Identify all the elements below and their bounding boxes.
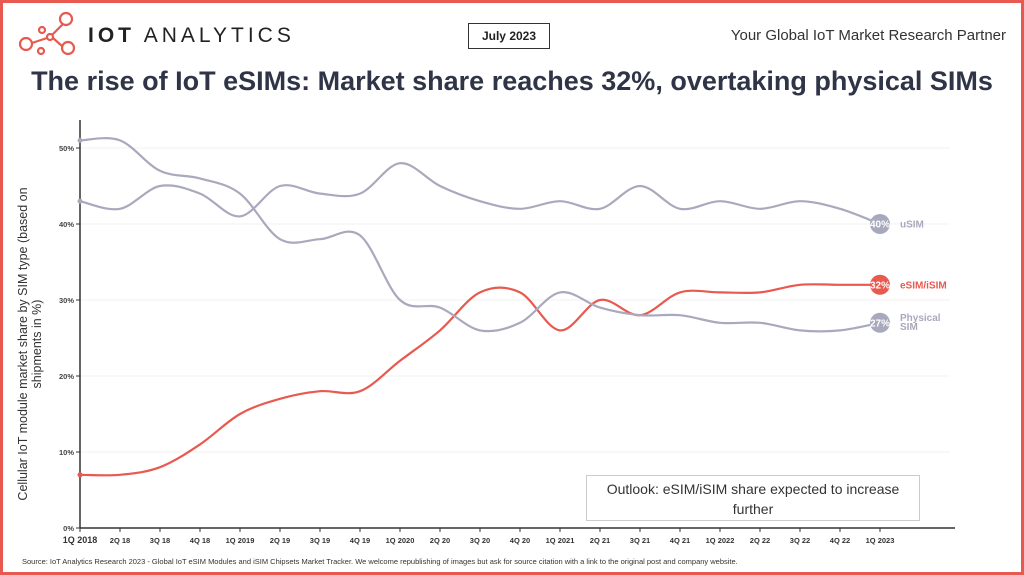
x-tick-label: 3Q 19 — [310, 536, 330, 545]
series-name-label: SIM — [900, 322, 918, 333]
series-line-physical-sim — [79, 137, 881, 333]
x-tick-label: 4Q 22 — [830, 536, 850, 545]
series-end-marker — [870, 312, 890, 333]
x-tick-label: 3Q 20 — [470, 536, 490, 545]
series-end-marker — [870, 274, 890, 295]
series-start-point — [77, 137, 83, 143]
series-end-label: 40% — [870, 220, 890, 231]
x-tick-label: 3Q 22 — [790, 536, 810, 545]
series-end-label: 32% — [870, 280, 890, 291]
series-line-esim-isim — [79, 283, 880, 477]
y-tick-label: 10% — [59, 448, 74, 457]
y-tick-label: 40% — [59, 220, 74, 229]
x-tick-label: 1Q 2018 — [63, 535, 98, 545]
x-tick-label: 3Q 18 — [150, 536, 170, 545]
x-tick-label: 4Q 20 — [510, 536, 530, 545]
x-tick-label: 1Q 2022 — [706, 536, 735, 545]
series-end-label: 27% — [870, 318, 890, 329]
x-tick-label: 2Q 22 — [750, 536, 770, 545]
x-tick-label: 2Q 21 — [590, 536, 610, 545]
date-badge: July 2023 — [468, 23, 550, 49]
source-note: Source: IoT Analytics Research 2023 - Gl… — [22, 557, 738, 566]
x-tick-label: 4Q 18 — [190, 536, 210, 545]
x-tick-label: 2Q 19 — [270, 536, 290, 545]
series-name-label: uSIM — [900, 220, 924, 231]
series-end-marker — [870, 214, 890, 234]
series-name-label: Physical — [900, 313, 941, 324]
x-tick-label: 4Q 21 — [670, 536, 690, 545]
brand-bold: IOT — [88, 24, 135, 47]
series-line-usim — [79, 162, 881, 226]
y-tick-label: 0% — [63, 524, 74, 533]
x-tick-label: 3Q 21 — [630, 536, 650, 545]
x-tick-label: 1Q 2020 — [386, 536, 415, 545]
iot-analytics-logo-icon — [18, 11, 76, 56]
x-tick-label: 1Q 2019 — [226, 536, 255, 545]
series-start-point — [77, 472, 83, 478]
tagline: Your Global IoT Market Research Partner — [730, 27, 1006, 44]
y-tick-label: 20% — [59, 372, 74, 381]
series-name-label: eSIM/iSIM — [900, 280, 947, 291]
series-start-point — [77, 198, 83, 204]
brand-rest: ANALYTICS — [143, 24, 295, 47]
y-tick-label: 30% — [59, 296, 74, 305]
outlook-annotation: Outlook: eSIM/iSIM share expected to inc… — [586, 475, 920, 521]
chart-title: The rise of IoT eSIMs: Market share reac… — [31, 66, 993, 96]
x-tick-label: 4Q 19 — [350, 536, 370, 545]
brand-name: IOT ANALYTICS — [88, 24, 295, 48]
x-tick-label: 2Q 18 — [110, 536, 130, 545]
y-tick-label: 50% — [59, 144, 74, 153]
x-tick-label: 1Q 2021 — [546, 536, 575, 545]
x-tick-label: 1Q 2023 — [866, 536, 895, 545]
x-tick-label: 2Q 20 — [430, 536, 450, 545]
